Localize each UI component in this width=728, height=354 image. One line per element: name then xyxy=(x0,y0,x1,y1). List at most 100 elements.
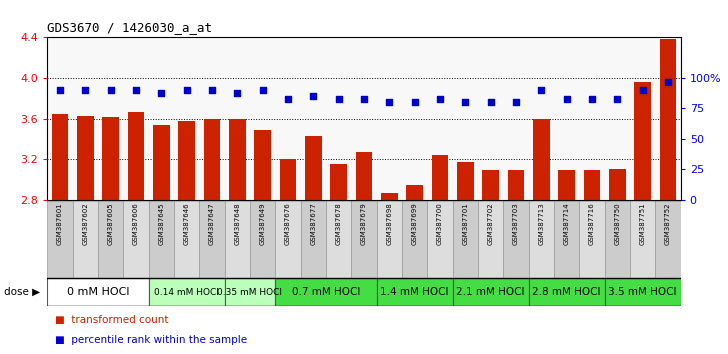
Text: ■  transformed count: ■ transformed count xyxy=(55,315,168,325)
Bar xyxy=(280,159,296,200)
Text: GSM387701: GSM387701 xyxy=(462,202,468,245)
Bar xyxy=(634,82,651,200)
Bar xyxy=(123,200,149,278)
Text: ■  percentile rank within the sample: ■ percentile rank within the sample xyxy=(55,335,247,344)
Bar xyxy=(326,200,352,278)
Bar xyxy=(178,121,195,200)
Point xyxy=(459,99,471,105)
Text: GSM387703: GSM387703 xyxy=(513,202,519,245)
Bar xyxy=(98,200,123,278)
Bar xyxy=(533,119,550,200)
Bar xyxy=(47,200,73,278)
Text: 2.8 mM HOCl: 2.8 mM HOCl xyxy=(532,287,601,297)
Bar xyxy=(127,113,144,200)
Bar xyxy=(558,171,575,200)
Bar xyxy=(356,152,372,200)
Bar xyxy=(199,200,225,278)
Text: GSM387702: GSM387702 xyxy=(488,202,494,245)
Text: GSM387714: GSM387714 xyxy=(563,202,570,245)
Bar xyxy=(453,200,478,278)
Text: GSM387677: GSM387677 xyxy=(310,202,317,245)
Bar xyxy=(250,200,275,278)
Bar xyxy=(655,200,681,278)
Bar xyxy=(457,162,474,200)
Bar xyxy=(579,200,605,278)
Point xyxy=(232,90,243,95)
Bar xyxy=(301,200,326,278)
Text: GSM387676: GSM387676 xyxy=(285,202,291,245)
Point xyxy=(156,90,167,95)
Bar xyxy=(609,170,625,200)
Point xyxy=(586,96,598,102)
Bar xyxy=(352,200,376,278)
Bar xyxy=(554,200,579,278)
Point xyxy=(510,99,522,105)
Bar xyxy=(432,155,448,200)
Bar xyxy=(254,130,271,200)
Point xyxy=(384,99,395,105)
Text: GSM387606: GSM387606 xyxy=(133,202,139,245)
Text: 0.35 mM HOCl: 0.35 mM HOCl xyxy=(218,287,282,297)
Bar xyxy=(529,200,554,278)
Bar xyxy=(605,278,681,306)
Point xyxy=(409,99,421,105)
Bar xyxy=(478,200,503,278)
Point xyxy=(662,79,674,84)
Point xyxy=(434,96,446,102)
Text: GSM387646: GSM387646 xyxy=(183,202,190,245)
Point xyxy=(257,87,269,93)
Bar xyxy=(381,193,397,200)
Bar xyxy=(174,200,199,278)
Text: 3.5 mM HOCl: 3.5 mM HOCl xyxy=(609,287,677,297)
Bar xyxy=(229,119,245,200)
Point xyxy=(307,93,319,99)
Bar xyxy=(204,119,221,200)
Bar xyxy=(73,200,98,278)
Text: GSM387649: GSM387649 xyxy=(260,202,266,245)
Text: GSM387713: GSM387713 xyxy=(538,202,545,245)
Bar xyxy=(149,278,225,306)
Point xyxy=(130,87,142,93)
Point xyxy=(485,99,496,105)
Point xyxy=(79,87,91,93)
Text: GSM387601: GSM387601 xyxy=(57,202,63,245)
Bar xyxy=(77,115,94,200)
Text: dose ▶: dose ▶ xyxy=(4,287,40,297)
Point xyxy=(105,87,116,93)
Text: GSM387602: GSM387602 xyxy=(82,202,88,245)
Bar xyxy=(153,125,170,200)
Bar xyxy=(103,116,119,200)
Text: GSM387648: GSM387648 xyxy=(234,202,240,245)
Bar xyxy=(630,200,655,278)
Point xyxy=(206,87,218,93)
Bar xyxy=(225,200,250,278)
Bar xyxy=(453,278,529,306)
Text: GSM387716: GSM387716 xyxy=(589,202,595,245)
Bar xyxy=(660,39,676,200)
Bar xyxy=(584,171,601,200)
Text: GDS3670 / 1426030_a_at: GDS3670 / 1426030_a_at xyxy=(47,21,213,34)
Bar xyxy=(376,200,402,278)
Text: GSM387751: GSM387751 xyxy=(640,202,646,245)
Text: GSM387678: GSM387678 xyxy=(336,202,341,245)
Point xyxy=(612,96,623,102)
Point xyxy=(536,87,547,93)
Text: 1.4 mM HOCl: 1.4 mM HOCl xyxy=(381,287,449,297)
Point xyxy=(358,96,370,102)
Bar xyxy=(52,114,68,200)
Point xyxy=(637,87,649,93)
Point xyxy=(282,96,294,102)
Text: 0 mM HOCl: 0 mM HOCl xyxy=(67,287,130,297)
Text: GSM387679: GSM387679 xyxy=(361,202,367,245)
Text: 0.7 mM HOCl: 0.7 mM HOCl xyxy=(292,287,360,297)
Bar xyxy=(507,171,524,200)
Point xyxy=(54,87,66,93)
Bar xyxy=(225,278,275,306)
Bar xyxy=(406,185,423,200)
Point xyxy=(181,87,192,93)
Bar xyxy=(275,200,301,278)
Bar xyxy=(275,278,376,306)
Text: GSM387700: GSM387700 xyxy=(437,202,443,245)
Text: 0.14 mM HOCl: 0.14 mM HOCl xyxy=(154,287,219,297)
Point xyxy=(561,96,572,102)
